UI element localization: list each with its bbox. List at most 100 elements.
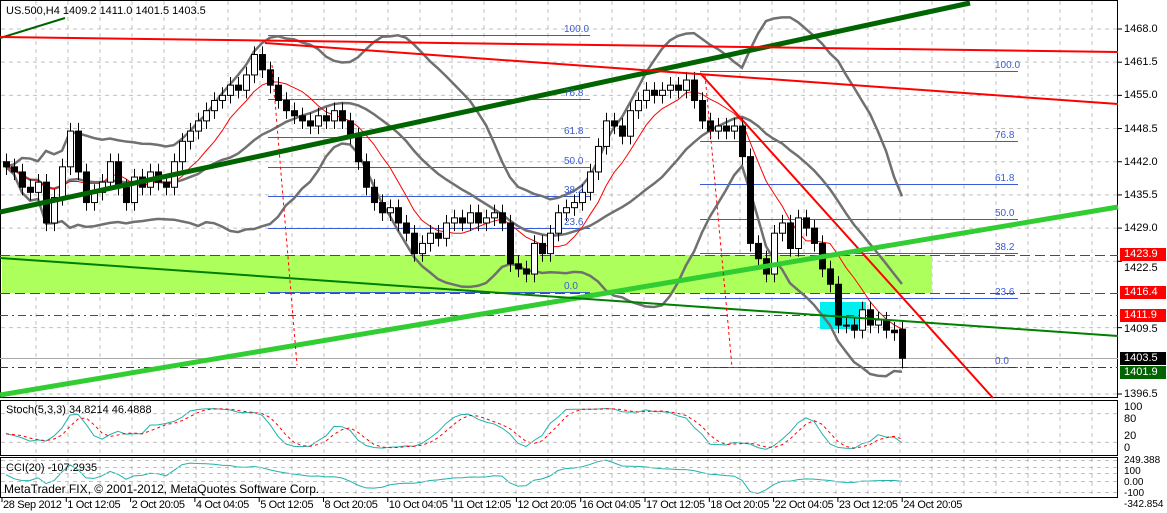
candle-body bbox=[675, 84, 682, 91]
trendline-small-green[interactable] bbox=[0, 17, 66, 39]
time-axis-label: 12 Oct 20:05 bbox=[517, 499, 577, 511]
candle-body bbox=[75, 130, 82, 173]
fib-label-left: 76.8 bbox=[564, 88, 584, 99]
candle-body bbox=[859, 309, 866, 331]
cci-line bbox=[1, 459, 1117, 495]
fib-label-right: 38.2 bbox=[995, 242, 1015, 253]
candle-body bbox=[283, 99, 290, 112]
stoch-axis-label: 20 bbox=[1124, 430, 1137, 442]
candle-body bbox=[547, 232, 554, 255]
candle-body bbox=[411, 232, 418, 255]
candle-body bbox=[499, 212, 506, 224]
symbol-info: US.500,H4 1409.2 1411.0 1401.5 1403.5 bbox=[6, 5, 206, 17]
fib-baseline-left[interactable] bbox=[271, 64, 298, 366]
candle-body bbox=[747, 156, 754, 244]
fib-label-right: 50.0 bbox=[995, 208, 1015, 219]
candle-body bbox=[875, 319, 882, 326]
stoch-panel-frame bbox=[0, 400, 1118, 456]
candle-body bbox=[355, 135, 362, 163]
trendline-red-descending[interactable] bbox=[699, 72, 994, 399]
price-axis-label: 1468.0 bbox=[1124, 23, 1158, 35]
time-axis-label: 2 Oct 20:05 bbox=[131, 499, 185, 511]
candle-body bbox=[843, 324, 850, 327]
candle-body bbox=[643, 89, 650, 101]
candle-body bbox=[323, 115, 330, 122]
candle-body bbox=[835, 283, 842, 326]
candle-body bbox=[771, 232, 778, 275]
candle-body bbox=[867, 309, 874, 326]
candle-body bbox=[243, 74, 250, 91]
candle-body bbox=[691, 79, 698, 101]
candle-body bbox=[683, 79, 690, 91]
price-axis-label: 1461.5 bbox=[1124, 56, 1158, 69]
candle-body bbox=[331, 110, 338, 122]
candle-body bbox=[27, 186, 34, 193]
trendline-light-green[interactable] bbox=[0, 204, 1119, 398]
price-tag: 1411.9 bbox=[1120, 309, 1166, 323]
candle-body bbox=[899, 328, 906, 359]
price-axis-label: 1396.5 bbox=[1124, 388, 1158, 400]
candle-body bbox=[115, 161, 122, 188]
fib-label-right: 0.0 bbox=[995, 356, 1009, 367]
candle-body bbox=[339, 110, 346, 122]
candle-body bbox=[51, 196, 58, 224]
stoch-axis-label: 80 bbox=[1124, 413, 1137, 425]
price-axis-label: 1455.0 bbox=[1124, 89, 1158, 102]
candle-body bbox=[563, 207, 570, 214]
stoch-label: Stoch(5,3,3) 34.8214 46.4888 bbox=[6, 404, 152, 416]
candle-body bbox=[539, 242, 546, 255]
cci-axis-label: 249.388 bbox=[1124, 455, 1161, 466]
candle-body bbox=[891, 329, 898, 334]
candle-body bbox=[755, 242, 762, 260]
candle-body bbox=[211, 99, 218, 112]
candle-body bbox=[467, 212, 474, 224]
candle-body bbox=[451, 217, 458, 224]
time-axis-label: 17 Oct 12:05 bbox=[646, 499, 705, 511]
trendline-dark-green[interactable] bbox=[0, 0, 971, 215]
candle-body bbox=[419, 242, 426, 255]
candle-body bbox=[275, 84, 282, 101]
candle-body bbox=[595, 145, 602, 173]
candle-body bbox=[603, 120, 610, 147]
candle-body bbox=[315, 115, 322, 127]
stoch-signal-line bbox=[5, 408, 903, 449]
candle-body bbox=[35, 181, 42, 193]
candle-body bbox=[715, 125, 722, 132]
time-axis-label: 4 Oct 04:05 bbox=[195, 499, 249, 511]
cci-axis-label: -342.854 bbox=[1124, 499, 1164, 510]
candle-body bbox=[59, 166, 66, 198]
fib-label-left: 100.0 bbox=[564, 24, 590, 35]
time-axis-label: 23 Oct 12:05 bbox=[838, 499, 898, 511]
candle-body bbox=[579, 191, 586, 204]
candle-body bbox=[403, 222, 410, 234]
candle-body bbox=[475, 212, 482, 224]
trendline-red-upper[interactable] bbox=[264, 42, 1119, 105]
candle-body bbox=[131, 176, 138, 204]
candle-body bbox=[307, 120, 314, 127]
candle-body bbox=[387, 207, 394, 214]
candle-body bbox=[427, 232, 434, 244]
time-axis-label: 18 Oct 20:05 bbox=[710, 499, 770, 511]
candle-body bbox=[123, 186, 130, 204]
fib-label-left: 50.0 bbox=[564, 156, 584, 167]
fib-label-right: 76.8 bbox=[995, 130, 1015, 141]
candle-body bbox=[203, 110, 210, 122]
trendline-red-top[interactable] bbox=[0, 36, 1119, 53]
candle-body bbox=[651, 89, 658, 96]
candle-body bbox=[3, 161, 10, 168]
time-axis-label: 28 Sep 2012 bbox=[3, 499, 62, 511]
fib-label-left: 0.0 bbox=[564, 281, 578, 292]
candle-body bbox=[787, 222, 794, 250]
stoch-axis-label: 100 bbox=[1124, 401, 1143, 413]
candle-body bbox=[803, 217, 810, 229]
candle-body bbox=[667, 84, 674, 91]
candle-body bbox=[491, 212, 498, 219]
candle-body bbox=[227, 84, 234, 96]
trendline-green[interactable] bbox=[0, 257, 1119, 337]
candle-body bbox=[483, 217, 490, 224]
price-tag: 1401.9 bbox=[1120, 366, 1166, 380]
price-axis-label: 1435.5 bbox=[1124, 188, 1158, 201]
price-tag: 1416.4 bbox=[1120, 286, 1166, 300]
fib-baseline-right[interactable] bbox=[704, 74, 733, 368]
